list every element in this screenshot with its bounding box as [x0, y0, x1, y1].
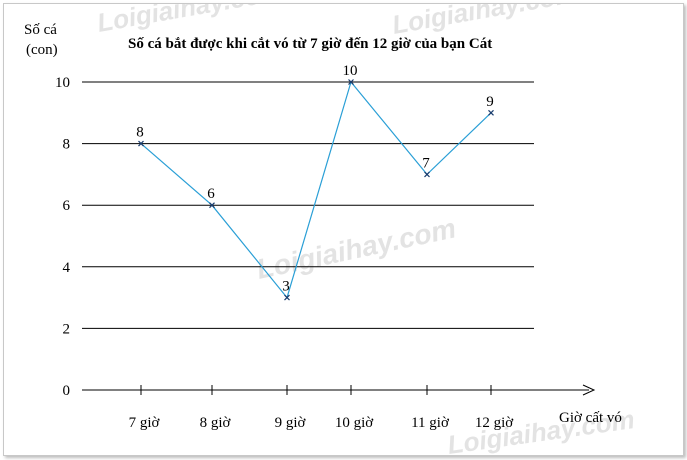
x-axis-arrow [582, 384, 596, 396]
x-tick-label-0: 7 giờ [129, 415, 161, 431]
x-tick-label-5: 12 giờ [475, 415, 514, 431]
y-tick-label-10: 10 [55, 75, 70, 91]
watermark-top: Loigiaihay.com [95, 4, 286, 38]
data-point-3 [348, 79, 354, 85]
chart-title: Số cá bắt được khi cắt vó từ 7 giờ đến 1… [128, 36, 492, 52]
data-label-4: 7 [422, 155, 430, 171]
x-tick-label-4: 11 giờ [411, 415, 450, 431]
chart-frame: Loigiaihay.com Loigiaihay.com Loigiaihay… [3, 0, 684, 460]
marker-b-0 [138, 140, 144, 147]
data-label-1: 6 [207, 186, 215, 202]
data-point-5 [488, 109, 494, 116]
y-tick-label-8: 8 [63, 137, 71, 153]
marker-b-2 [284, 294, 290, 301]
line-chart: Loigiaihay.com Loigiaihay.com Loigiaihay… [24, 0, 636, 460]
x-axis-label: Giờ cất vó [559, 410, 622, 426]
watermark-top-right: Loigiaihay.com [390, 4, 581, 40]
data-point-0 [138, 140, 144, 147]
y-axis-label-line1: Số cá [24, 22, 57, 38]
series-line [140, 80, 492, 299]
y-tick-label-6: 6 [63, 198, 71, 214]
data-label-3: 10 [343, 63, 358, 79]
marker-b-3 [348, 79, 354, 85]
x-tick-label-2: 9 giờ [275, 415, 307, 431]
data-point-1 [209, 202, 215, 209]
data-label-5: 9 [486, 94, 494, 110]
y-axis-label-line2: (con) [26, 42, 58, 58]
marker-b-4 [424, 171, 430, 178]
y-tick-label-0: 0 [63, 383, 71, 399]
watermark-center: Loigiaihay.com [254, 212, 459, 284]
data-label-2: 3 [282, 279, 290, 295]
data-point-4 [424, 171, 430, 178]
y-tick-label-2: 2 [63, 321, 71, 337]
marker-b-5 [488, 109, 494, 116]
y-tick-label-4: 4 [63, 260, 71, 276]
data-label-0: 8 [136, 125, 144, 141]
x-tick-label-3: 10 giờ [335, 415, 374, 431]
data-point-2 [284, 294, 290, 301]
marker-b-1 [209, 202, 215, 209]
x-tick-label-1: 8 giờ [200, 415, 232, 431]
